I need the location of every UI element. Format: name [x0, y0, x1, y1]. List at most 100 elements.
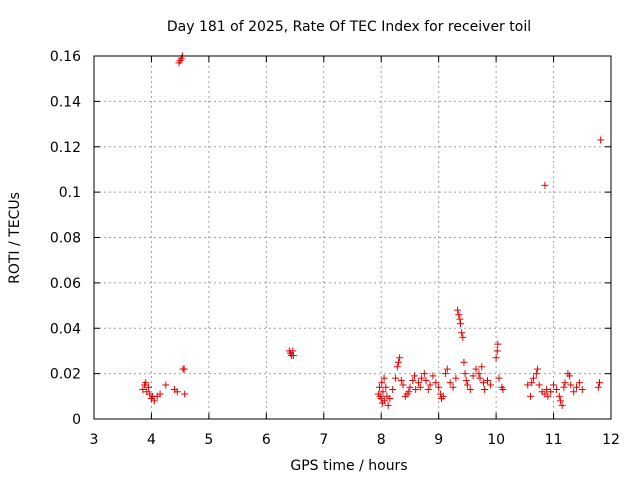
- chart-title: Day 181 of 2025, Rate Of TEC Index for r…: [167, 19, 531, 35]
- data-point: [411, 372, 419, 380]
- data-point: [460, 358, 468, 366]
- data-point: [426, 381, 434, 389]
- data-point: [594, 383, 602, 391]
- data-point: [386, 395, 394, 403]
- data-point: [558, 401, 566, 409]
- data-point: [533, 365, 541, 373]
- y-tick-label: 0.12: [50, 140, 81, 156]
- data-point: [472, 365, 480, 373]
- data-point: [424, 386, 432, 394]
- x-tick-label: 5: [204, 432, 213, 448]
- data-point: [406, 383, 414, 391]
- data-point: [492, 354, 500, 362]
- data-point: [528, 379, 536, 387]
- plot-frame: [93, 55, 612, 420]
- x-tick-label: 9: [434, 432, 443, 448]
- data-point: [462, 376, 470, 384]
- data-point: [162, 381, 170, 389]
- data-point: [466, 386, 474, 394]
- data-point: [181, 390, 189, 398]
- x-tick-label: 11: [545, 432, 563, 448]
- data-point: [550, 381, 558, 389]
- y-tick-label: 0.04: [50, 321, 81, 337]
- data-point: [399, 381, 407, 389]
- y-tick-label: 0: [72, 412, 81, 428]
- data-point: [459, 333, 467, 341]
- data-point: [543, 386, 551, 394]
- data-point: [397, 376, 405, 384]
- data-point: [420, 370, 428, 378]
- data-point: [375, 383, 383, 391]
- data-point: [417, 374, 425, 382]
- x-tick-label: 4: [147, 432, 156, 448]
- data-point: [578, 386, 586, 394]
- data-point: [493, 347, 501, 355]
- y-tick-label: 0.1: [59, 185, 81, 201]
- data-point: [483, 376, 491, 384]
- data-point: [552, 386, 560, 394]
- data-point: [575, 379, 583, 387]
- data-point: [405, 388, 413, 396]
- y-tick-label: 0.02: [50, 367, 81, 383]
- grid: [94, 56, 611, 419]
- data-point: [173, 388, 181, 396]
- data-point: [567, 381, 575, 389]
- x-axis-label: GPS time / hours: [290, 458, 407, 474]
- data-point: [475, 370, 483, 378]
- data-point: [573, 383, 581, 391]
- data-point: [394, 358, 402, 366]
- data-point: [156, 390, 164, 398]
- data-point: [479, 379, 487, 387]
- x-tick-label: 6: [262, 432, 271, 448]
- x-tick-label: 8: [377, 432, 386, 448]
- data-point: [570, 388, 578, 396]
- data-point: [524, 381, 532, 389]
- data-point: [458, 329, 466, 337]
- data-point: [449, 383, 457, 391]
- data-point: [415, 379, 423, 387]
- data-point: [456, 320, 464, 328]
- data-point: [432, 379, 440, 387]
- data-point: [289, 351, 297, 359]
- y-tick-label: 0.16: [50, 49, 81, 65]
- x-tick-label: 12: [602, 432, 620, 448]
- data-point: [409, 376, 417, 384]
- data-point: [412, 386, 420, 394]
- data-point: [499, 386, 507, 394]
- data-point: [382, 383, 390, 391]
- data-point: [541, 181, 549, 189]
- data-point: [561, 379, 569, 387]
- data-point: [139, 386, 147, 394]
- data-point: [529, 374, 537, 382]
- data-point: [495, 374, 503, 382]
- data-point: [478, 363, 486, 371]
- axis-ticks: [93, 55, 612, 420]
- data-point: [384, 401, 392, 409]
- y-tick-label: 0.08: [50, 231, 81, 247]
- x-tick-label: 7: [319, 432, 328, 448]
- data-point: [597, 136, 605, 144]
- y-tick-label: 0.06: [50, 276, 81, 292]
- data-point: [145, 383, 153, 391]
- data-point: [463, 381, 471, 389]
- data-point: [180, 365, 188, 373]
- data-point: [527, 392, 535, 400]
- x-tick-labels: 3 4 5 6 7 8 9 10 11 12: [90, 432, 620, 448]
- data-point: [429, 372, 437, 380]
- data-point: [556, 397, 564, 405]
- data-point: [392, 374, 400, 382]
- data-point: [555, 392, 563, 400]
- data-point: [150, 397, 158, 405]
- data-point: [486, 381, 494, 389]
- data-point: [435, 383, 443, 391]
- data-point: [389, 386, 397, 394]
- data-point: [439, 392, 447, 400]
- data-point: [532, 370, 540, 378]
- data-point: [452, 374, 460, 382]
- data-point: [455, 311, 463, 319]
- data-point: [142, 379, 150, 387]
- data-point: [476, 374, 484, 382]
- data-point: [289, 347, 297, 355]
- data-point: [566, 372, 574, 380]
- data-point: [547, 388, 555, 396]
